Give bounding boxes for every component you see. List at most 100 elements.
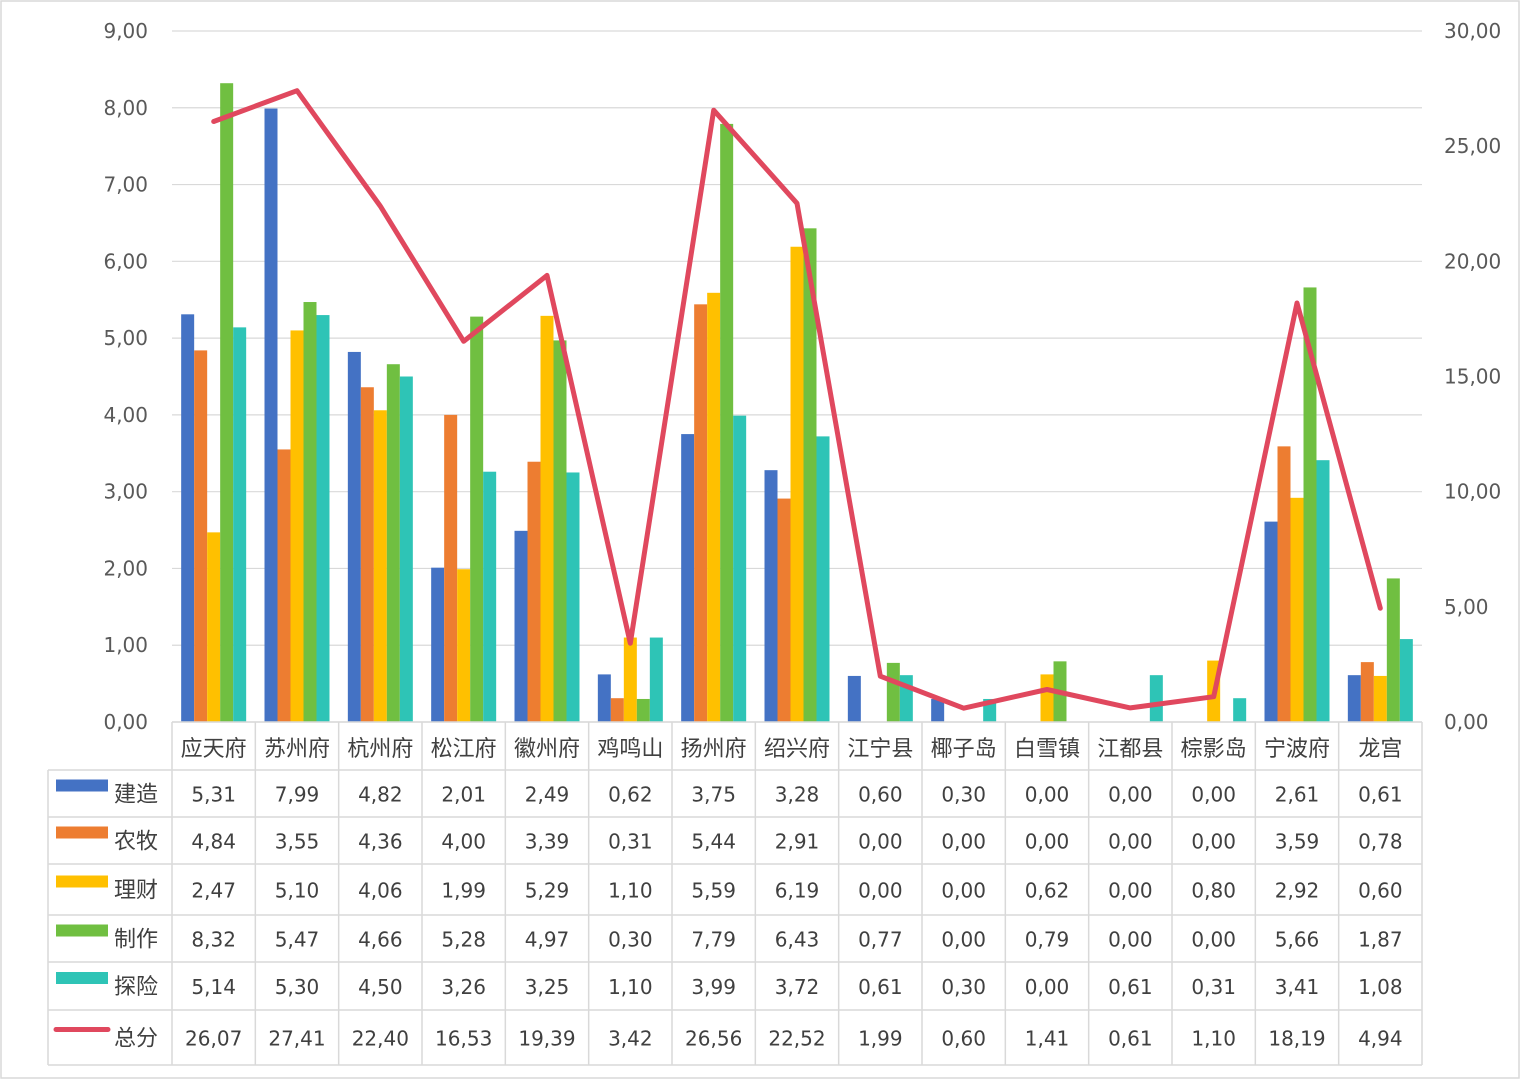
- category-label: 扬州府: [681, 737, 747, 762]
- table-cell: 5,10: [275, 879, 320, 903]
- bar-探险-应天府: [233, 327, 246, 722]
- legend-key-制作: [56, 925, 108, 937]
- table-cell: 3,25: [525, 975, 570, 999]
- table-cell: 0,61: [858, 975, 903, 999]
- table-cell: 0,00: [1191, 928, 1236, 952]
- table-cell: 1,87: [1358, 928, 1403, 952]
- table-cell: 1,99: [441, 879, 486, 903]
- table-cell: 0,61: [1108, 975, 1153, 999]
- bar-农牧-杭州府: [361, 387, 374, 722]
- table-cell: 22,40: [352, 1027, 409, 1051]
- bar-农牧-苏州府: [278, 449, 291, 722]
- table-cell: 0,00: [941, 879, 986, 903]
- table-cell: 6,43: [775, 928, 820, 952]
- bar-理财-扬州府: [707, 293, 720, 722]
- bar-理财-鸡鸣山: [624, 638, 637, 722]
- bar-农牧-徽州府: [528, 462, 541, 722]
- bar-农牧-鸡鸣山: [611, 698, 624, 722]
- table-cell: 4,36: [358, 830, 403, 854]
- bar-农牧-松江府: [444, 415, 457, 722]
- table-cell: 4,66: [358, 928, 403, 952]
- table-cell: 0,30: [941, 783, 986, 807]
- bar-探险-徽州府: [567, 472, 580, 722]
- table-cell: 5,31: [191, 783, 236, 807]
- table-cell: 2,61: [1275, 783, 1320, 807]
- table-cell: 0,61: [1358, 783, 1403, 807]
- table-cell: 0,00: [941, 928, 986, 952]
- table-cell: 5,28: [441, 928, 486, 952]
- table-cell: 3,72: [775, 975, 820, 999]
- table-cell: 3,41: [1275, 975, 1320, 999]
- legend-label-农牧: 农牧: [114, 830, 158, 855]
- bar-制作-江宁县: [887, 663, 900, 722]
- right-tick-label: 25,00: [1444, 134, 1501, 158]
- table-cell: 0,00: [1108, 879, 1153, 903]
- legend-label-总分: 总分: [114, 1027, 158, 1052]
- table-cell: 0,00: [1025, 830, 1070, 854]
- table-cell: 5,66: [1275, 928, 1320, 952]
- table-cell: 7,99: [275, 783, 320, 807]
- table-cell: 26,56: [685, 1027, 742, 1051]
- table-cell: 8,32: [191, 928, 236, 952]
- table-cell: 5,59: [691, 879, 736, 903]
- table-cell: 0,60: [1358, 879, 1403, 903]
- bar-制作-应天府: [220, 83, 233, 722]
- table-cell: 4,50: [358, 975, 403, 999]
- table-cell: 4,94: [1358, 1027, 1403, 1051]
- category-label: 白雪镇: [1014, 737, 1080, 762]
- table-cell: 0,00: [1025, 783, 1070, 807]
- bar-建造-苏州府: [265, 109, 278, 722]
- table-cell: 0,80: [1191, 879, 1236, 903]
- legend-label-探险: 探险: [114, 975, 158, 1000]
- bar-探险-宁波府: [1317, 460, 1330, 722]
- table-cell: 5,44: [691, 830, 736, 854]
- bar-理财-应天府: [207, 532, 220, 722]
- table-cell: 6,19: [775, 879, 820, 903]
- legend-label-建造: 建造: [114, 783, 158, 808]
- bar-制作-松江府: [470, 317, 483, 722]
- table-cell: 0,61: [1108, 1027, 1153, 1051]
- table-cell: 0,30: [608, 928, 653, 952]
- bar-探险-鸡鸣山: [650, 638, 663, 722]
- category-label: 杭州府: [347, 737, 413, 762]
- left-tick-label: 4,00: [103, 403, 148, 427]
- table-cell: 22,52: [768, 1027, 825, 1051]
- bar-制作-鸡鸣山: [637, 699, 650, 722]
- legend-key-建造: [56, 780, 108, 792]
- category-label: 江都县: [1097, 737, 1163, 762]
- bar-农牧-宁波府: [1278, 446, 1291, 722]
- right-tick-label: 0,00: [1444, 710, 1489, 734]
- left-tick-label: 2,00: [103, 556, 148, 580]
- table-cell: 0,60: [941, 1027, 986, 1051]
- bar-探险-绍兴府: [817, 436, 830, 722]
- table-cell: 2,91: [775, 830, 820, 854]
- table-cell: 4,82: [358, 783, 403, 807]
- bar-建造-松江府: [431, 568, 444, 722]
- bar-建造-杭州府: [348, 352, 361, 722]
- table-cell: 0,77: [858, 928, 903, 952]
- legend-key-农牧: [56, 827, 108, 839]
- bar-建造-绍兴府: [765, 470, 778, 722]
- bar-制作-苏州府: [304, 302, 317, 722]
- category-label: 松江府: [431, 737, 497, 762]
- table-cell: 0,00: [941, 830, 986, 854]
- table-cell: 0,00: [858, 879, 903, 903]
- bar-理财-龙宫: [1374, 676, 1387, 722]
- bar-理财-苏州府: [291, 330, 304, 722]
- bar-探险-棕影岛: [1233, 698, 1246, 722]
- table-cell: 1,08: [1358, 975, 1403, 999]
- bar-探险-龙宫: [1400, 639, 1413, 722]
- table-cell: 0,62: [608, 783, 653, 807]
- category-label: 徽州府: [514, 737, 580, 762]
- table-cell: 3,59: [1275, 830, 1320, 854]
- table-cell: 5,30: [275, 975, 320, 999]
- table-cell: 2,01: [441, 783, 486, 807]
- bar-建造-宁波府: [1265, 522, 1278, 722]
- left-tick-label: 6,00: [103, 249, 148, 273]
- right-tick-label: 30,00: [1444, 19, 1501, 43]
- bar-建造-徽州府: [515, 531, 528, 722]
- table-cell: 19,39: [518, 1027, 575, 1051]
- table-cell: 0,60: [858, 783, 903, 807]
